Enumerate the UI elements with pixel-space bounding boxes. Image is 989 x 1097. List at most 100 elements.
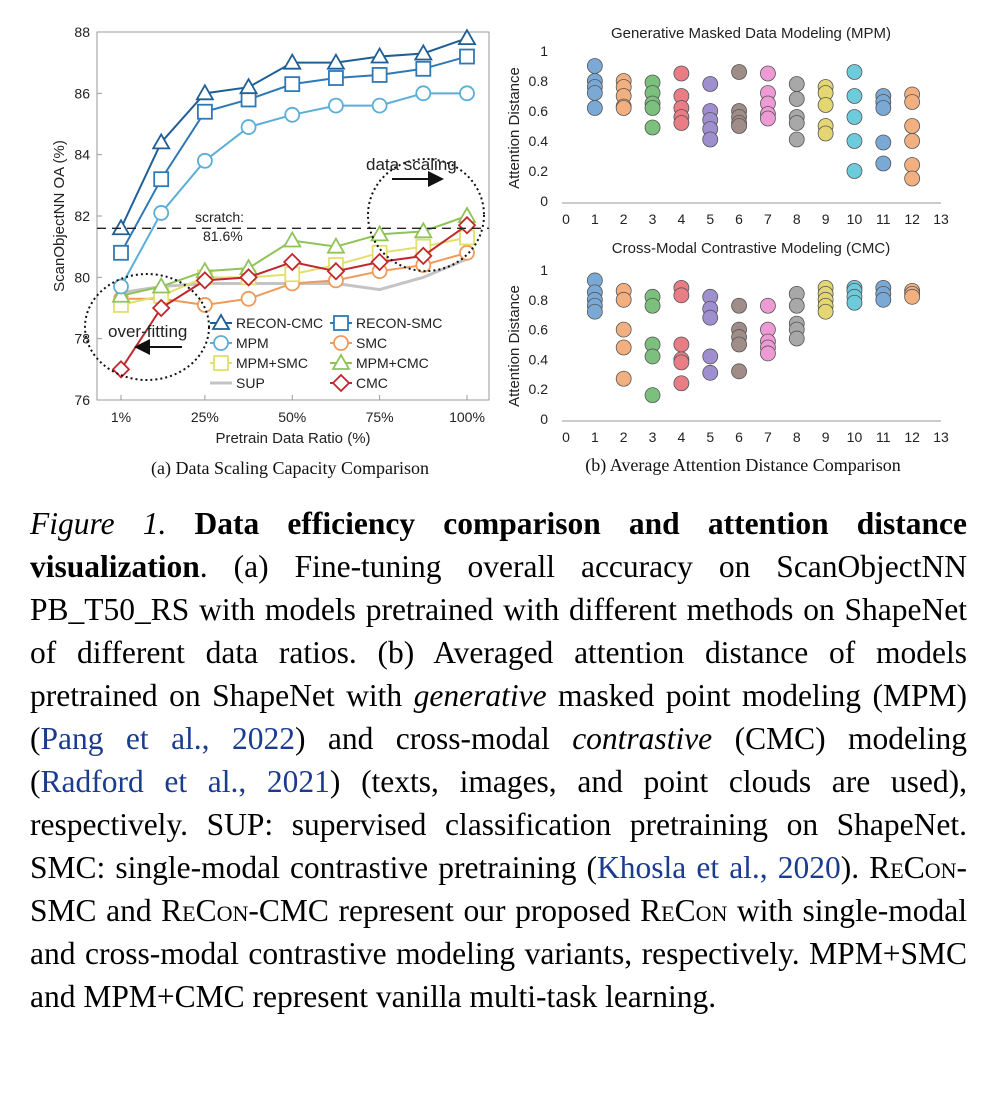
x-tick-label: 0 [562, 211, 570, 227]
data-point-recon-cmc [195, 83, 215, 101]
y-tick-label: 1 [540, 262, 548, 278]
scatter-point [731, 64, 747, 80]
legend-item-mpm: MPM [210, 335, 269, 351]
data-point-cmc [239, 268, 258, 287]
legend-item-recon-cmc: RECON-CMC [210, 313, 323, 331]
series-recon-smc [113, 48, 475, 261]
citation-khosla[interactable]: Khosla et al., 2020 [597, 850, 841, 885]
legend-swatch-marker [333, 335, 349, 351]
scatter-point [615, 291, 632, 308]
caption-text-7: -SMC and [30, 850, 967, 928]
data-point-recon-cmc [282, 52, 302, 70]
scatter-point [904, 118, 921, 134]
legend-label: CMC [356, 375, 388, 391]
data-point-cmc [457, 215, 477, 235]
series-recon-cmc [111, 28, 477, 236]
x-tick-label: 8 [793, 211, 801, 227]
x-tick-label: 4 [677, 211, 685, 227]
layer-10-points [846, 279, 863, 311]
x-tick-label: 75% [366, 409, 394, 425]
x-tick-label: 11 [876, 211, 891, 227]
data-point-recon-smc [415, 60, 432, 77]
y-tick-label: 88 [74, 24, 90, 40]
y-tick-label: 0.2 [529, 163, 549, 179]
x-tick-label: 7 [764, 429, 772, 445]
y-tick-label: 0 [540, 193, 548, 209]
recon-name-2: ReCon [161, 893, 249, 928]
scatter-point [760, 110, 776, 127]
scatter-point [673, 287, 690, 304]
caption-text-4: (CMC) modeling ( [30, 721, 967, 799]
data-point-recon-cmc [326, 52, 346, 70]
data-point-recon-smc [113, 244, 129, 261]
y-tick-label: 78 [74, 331, 90, 347]
data-point-recon-cmc [370, 46, 390, 64]
y-tick-label: 0.6 [529, 322, 549, 338]
scatter-point [644, 348, 661, 365]
scatter-point [788, 297, 805, 314]
layer-8-points [788, 76, 805, 148]
legend-swatch-marker [211, 313, 231, 330]
scatter-point [586, 58, 603, 74]
scatter-point [644, 100, 661, 116]
x-tick-label: 11 [876, 429, 891, 445]
mpm-scatter-title: Generative Masked Data Modeling (MPM) [611, 25, 891, 42]
y-tick-label: 86 [74, 85, 90, 101]
x-axis-label: Pretrain Data Ratio (%) [215, 430, 370, 447]
data-point-mpm [415, 85, 432, 102]
x-tick-label: 100% [449, 409, 485, 425]
data-point-mpm [328, 97, 344, 114]
scatter-point [846, 109, 863, 125]
layer-9-points [817, 279, 834, 320]
scatter-point [904, 157, 921, 173]
x-tick-label: 9 [822, 211, 830, 227]
scatter-point [904, 133, 921, 149]
x-tick-label: 7 [764, 211, 772, 227]
series-mpm [113, 85, 475, 295]
scatter-point [731, 363, 747, 380]
x-tick-label: 13 [933, 211, 949, 227]
scatter-point [673, 336, 690, 353]
data-point-mpm [196, 152, 213, 169]
data-point-smc [196, 297, 213, 313]
scatter-point [904, 288, 921, 305]
scatter-point [846, 163, 863, 179]
x-tick-label: 0 [562, 429, 570, 445]
data-point-cmc [151, 298, 171, 318]
cmc-scatter-title: Cross-Modal Contrastive Modeling (CMC) [612, 240, 890, 257]
scatter-point [731, 297, 747, 314]
data-point-cmc [414, 246, 433, 266]
legend-swatch-marker [213, 355, 229, 371]
scatter-point [760, 345, 776, 362]
y-tick-label: 0.8 [529, 73, 549, 89]
recon-name-1: ReCon [869, 850, 957, 885]
layer-2-points [615, 73, 632, 116]
y-tick-label: 80 [74, 269, 90, 285]
over-fitting-annotation: over-fitting [108, 322, 187, 341]
y-tick-label: 0.2 [529, 381, 549, 397]
data-point-recon-cmc [239, 77, 259, 95]
data-point-mpm [153, 205, 170, 221]
panel-a-subtitle: (a) Data Scaling Capacity Comparison [151, 458, 429, 479]
y-tick-label: 84 [74, 147, 90, 163]
caption-text-5: ) (texts, images, and point clouds are u… [30, 764, 968, 885]
layer-7-points [760, 297, 776, 362]
legend-swatch-marker [331, 373, 351, 393]
x-tick-label: 2 [620, 429, 628, 445]
layer-4-points [673, 65, 690, 131]
data-point-smc [459, 244, 475, 261]
citation-pang[interactable]: Pang et al., 2022 [40, 721, 295, 756]
legend-label: SUP [236, 375, 265, 391]
caption-label: Figure 1. [30, 506, 167, 541]
legend-item-recon-smc: RECON-SMC [330, 315, 442, 331]
baseline-label-line2: 81.6% [203, 228, 243, 244]
scatter-point [817, 125, 834, 142]
layer-6-points [731, 64, 747, 134]
scatter-point [817, 97, 834, 113]
x-tick-label: 3 [649, 211, 657, 227]
citation-radford[interactable]: Radford et al., 2021 [40, 764, 330, 799]
caption-generative: generative [413, 678, 547, 713]
scatter-point [788, 115, 805, 131]
legend-item-mpm-smc: MPM+SMC [210, 355, 308, 371]
x-tick-label: 1% [111, 409, 131, 425]
